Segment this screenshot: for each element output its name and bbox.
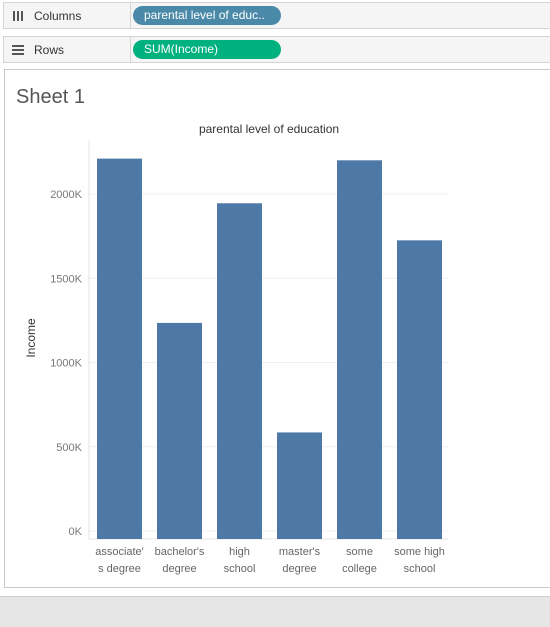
x-tick-label: some high bbox=[394, 546, 445, 558]
sheet-title: Sheet 1 bbox=[16, 86, 85, 108]
y-tick-label: 500K bbox=[56, 442, 82, 454]
x-tick-label: associate' bbox=[95, 546, 144, 558]
x-tick-label: some bbox=[346, 546, 373, 558]
bar bbox=[97, 158, 142, 539]
x-tick-label: school bbox=[404, 563, 436, 575]
rows-shelf-label: Rows bbox=[4, 37, 131, 62]
bar-chart: parental level of education Income 0K 500K 1… bbox=[24, 122, 448, 575]
columns-shelf-label: Columns bbox=[4, 3, 131, 28]
chart-title: parental level of education bbox=[199, 122, 339, 136]
columns-label-text: Columns bbox=[34, 8, 82, 23]
x-tick-label: bachelor's bbox=[155, 546, 205, 558]
y-tick-label: 1500K bbox=[50, 273, 82, 285]
columns-pill-parental-level[interactable]: parental level of educ.. bbox=[133, 6, 281, 25]
x-tick-label: degree bbox=[162, 563, 196, 575]
x-tick-label: school bbox=[224, 563, 256, 575]
rows-shelf: Rows SUM(Income) bbox=[3, 36, 550, 63]
bar bbox=[397, 240, 442, 539]
y-tick-label: 0K bbox=[69, 526, 83, 538]
x-tick-label: s degree bbox=[98, 563, 141, 575]
status-bar bbox=[0, 596, 550, 627]
y-axis-label: Income bbox=[24, 318, 38, 358]
bar bbox=[277, 432, 322, 539]
bar bbox=[337, 160, 382, 540]
y-tick-label: 1000K bbox=[50, 358, 82, 370]
sheet-view: Sheet 1 parental level of education Incom… bbox=[4, 69, 550, 588]
x-tick-label: degree bbox=[282, 563, 316, 575]
columns-icon bbox=[11, 9, 25, 23]
rows-label-text: Rows bbox=[34, 42, 65, 57]
x-tick-label: master's bbox=[279, 546, 321, 558]
x-tick-label: college bbox=[342, 563, 377, 575]
bar bbox=[157, 322, 202, 539]
x-tick-label: high bbox=[229, 546, 250, 558]
rows-icon bbox=[11, 43, 25, 57]
rows-pill-sum-income[interactable]: SUM(Income) bbox=[133, 40, 281, 59]
y-tick-label: 2000K bbox=[50, 189, 82, 201]
columns-shelf: Columns parental level of educ.. bbox=[3, 2, 550, 29]
bar bbox=[217, 203, 262, 539]
